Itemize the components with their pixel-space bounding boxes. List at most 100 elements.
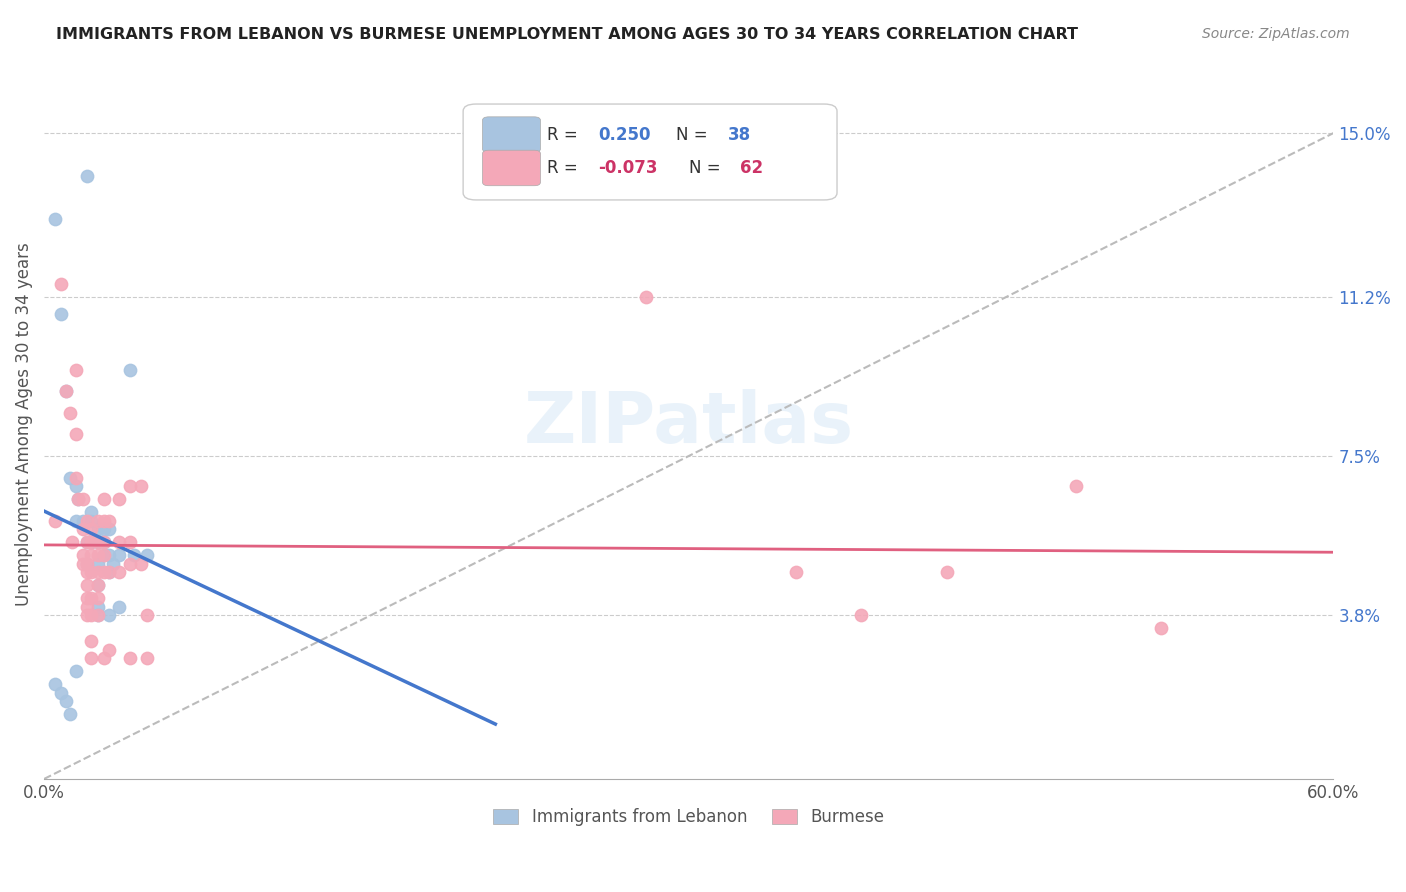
Point — [80, 651, 103, 665]
Point — [67, 491, 90, 506]
Point — [93, 651, 115, 665]
Point — [93, 491, 115, 506]
Point — [120, 557, 142, 571]
Text: ZIPatlas: ZIPatlas — [523, 389, 853, 458]
Point — [935, 566, 957, 580]
Point — [120, 363, 142, 377]
Point — [1150, 621, 1173, 635]
Point — [72, 491, 94, 506]
Legend: Immigrants from Lebanon, Burmese: Immigrants from Lebanon, Burmese — [485, 800, 893, 835]
Point — [65, 514, 87, 528]
Text: Source: ZipAtlas.com: Source: ZipAtlas.com — [1202, 27, 1350, 41]
Point — [87, 566, 110, 580]
Point — [87, 557, 110, 571]
Point — [80, 591, 103, 606]
Point — [97, 514, 120, 528]
Point — [51, 307, 73, 321]
Point — [108, 491, 131, 506]
Point — [80, 535, 103, 549]
Point — [55, 384, 77, 399]
Point — [785, 566, 807, 580]
Point — [80, 535, 103, 549]
Point — [72, 522, 94, 536]
Point — [108, 599, 131, 614]
Point — [44, 212, 66, 227]
Point — [101, 557, 124, 571]
Text: 62: 62 — [741, 159, 763, 177]
Point — [108, 535, 131, 549]
Point — [76, 514, 98, 528]
Point — [87, 599, 110, 614]
Point — [97, 566, 120, 580]
Point — [55, 694, 77, 708]
Point — [60, 535, 83, 549]
Point — [76, 169, 98, 183]
Point — [136, 651, 159, 665]
Point — [72, 557, 94, 571]
Point — [55, 384, 77, 399]
Point — [59, 470, 82, 484]
Point — [87, 535, 110, 549]
Point — [120, 479, 142, 493]
Point — [120, 535, 142, 549]
Point — [87, 522, 110, 536]
FancyBboxPatch shape — [463, 104, 837, 200]
Point — [108, 548, 131, 562]
Point — [87, 608, 110, 623]
Point — [44, 514, 66, 528]
Point — [76, 557, 98, 571]
Point — [1064, 479, 1087, 493]
Point — [59, 707, 82, 722]
Point — [65, 363, 87, 377]
Text: 0.250: 0.250 — [599, 126, 651, 144]
Point — [76, 599, 98, 614]
Point — [65, 427, 87, 442]
Text: N =: N = — [676, 126, 713, 144]
Point — [80, 634, 103, 648]
Point — [93, 548, 115, 562]
Point — [51, 686, 73, 700]
Point — [93, 535, 115, 549]
Text: N =: N = — [689, 159, 725, 177]
Point — [65, 470, 87, 484]
FancyBboxPatch shape — [482, 117, 540, 153]
Point — [97, 522, 120, 536]
Point — [93, 548, 115, 562]
Text: R =: R = — [547, 159, 583, 177]
Point — [129, 557, 152, 571]
Point — [65, 665, 87, 679]
Point — [87, 535, 110, 549]
Point — [80, 608, 103, 623]
Y-axis label: Unemployment Among Ages 30 to 34 years: Unemployment Among Ages 30 to 34 years — [15, 242, 32, 606]
Point — [72, 548, 94, 562]
Text: IMMIGRANTS FROM LEBANON VS BURMESE UNEMPLOYMENT AMONG AGES 30 TO 34 YEARS CORREL: IMMIGRANTS FROM LEBANON VS BURMESE UNEMP… — [56, 27, 1078, 42]
Point — [87, 608, 110, 623]
Point — [93, 566, 115, 580]
Point — [80, 522, 103, 536]
Point — [59, 406, 82, 420]
Point — [97, 642, 120, 657]
FancyBboxPatch shape — [482, 150, 540, 186]
Point — [76, 578, 98, 592]
Point — [67, 491, 90, 506]
Point — [76, 591, 98, 606]
Point — [87, 548, 110, 562]
Point — [93, 522, 115, 536]
Point — [136, 548, 159, 562]
Point — [44, 677, 66, 691]
Point — [65, 479, 87, 493]
Point — [80, 514, 103, 528]
Point — [76, 608, 98, 623]
Point — [97, 566, 120, 580]
Point — [80, 505, 103, 519]
Point — [80, 548, 103, 562]
Point — [76, 535, 98, 549]
Text: R =: R = — [547, 126, 583, 144]
Point — [80, 566, 103, 580]
Point — [124, 548, 146, 562]
Point — [93, 514, 115, 528]
Point — [108, 566, 131, 580]
Point — [97, 548, 120, 562]
Point — [634, 290, 657, 304]
Point — [93, 535, 115, 549]
